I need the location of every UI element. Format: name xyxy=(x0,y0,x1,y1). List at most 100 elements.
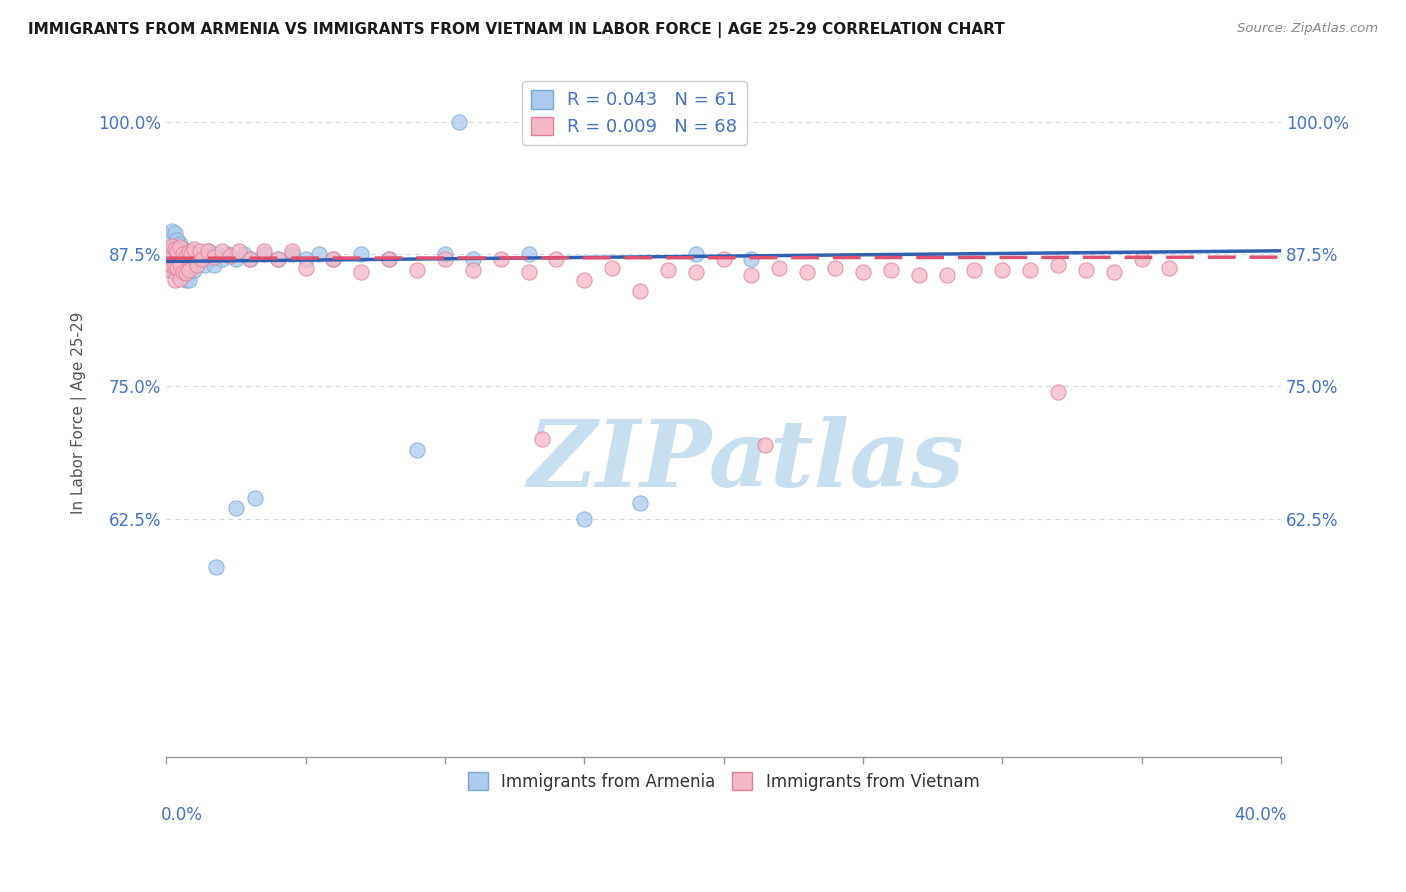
Point xyxy=(225,252,247,267)
Point xyxy=(202,258,225,272)
Text: IMMIGRANTS FROM ARMENIA VS IMMIGRANTS FROM VIETNAM IN LABOR FORCE | AGE 25-29 CO: IMMIGRANTS FROM ARMENIA VS IMMIGRANTS FR… xyxy=(28,22,1005,38)
Point xyxy=(267,252,290,267)
Point xyxy=(169,272,191,286)
Point xyxy=(163,226,186,240)
Point xyxy=(191,252,214,267)
Text: 0.0%: 0.0% xyxy=(160,805,202,823)
Point xyxy=(1159,260,1181,275)
Point xyxy=(461,263,484,277)
Point xyxy=(205,247,228,261)
Point xyxy=(1046,258,1069,272)
Point xyxy=(169,256,191,270)
Point xyxy=(163,242,186,256)
Point xyxy=(217,247,239,261)
Text: ZIPatlas: ZIPatlas xyxy=(527,417,965,506)
Point xyxy=(378,252,401,267)
Point xyxy=(935,268,957,283)
Point xyxy=(180,247,202,261)
Point xyxy=(489,252,512,267)
Point xyxy=(169,252,191,267)
Point xyxy=(197,244,219,258)
Point xyxy=(574,512,596,526)
Point xyxy=(546,252,568,267)
Point xyxy=(239,252,262,267)
Point xyxy=(172,265,194,279)
Point xyxy=(228,244,250,258)
Point xyxy=(180,244,202,258)
Point xyxy=(177,260,200,275)
Point xyxy=(685,265,707,279)
Point xyxy=(1046,384,1069,399)
Point xyxy=(174,266,197,280)
Point xyxy=(907,268,929,283)
Point xyxy=(188,254,211,268)
Point xyxy=(174,249,197,263)
Point xyxy=(628,496,651,510)
Point xyxy=(205,559,228,574)
Point xyxy=(157,229,180,244)
Point xyxy=(628,284,651,298)
Point xyxy=(1019,263,1042,277)
Point xyxy=(322,252,344,267)
Point xyxy=(172,242,194,256)
Point xyxy=(183,242,205,256)
Point xyxy=(280,247,302,261)
Point xyxy=(169,267,191,281)
Point xyxy=(1102,265,1125,279)
Point xyxy=(657,263,679,277)
Point xyxy=(177,263,200,277)
Point xyxy=(183,263,205,277)
Point xyxy=(253,244,276,258)
Point xyxy=(174,260,197,274)
Point xyxy=(294,252,316,267)
Point xyxy=(191,250,214,264)
Legend: Immigrants from Armenia, Immigrants from Vietnam: Immigrants from Armenia, Immigrants from… xyxy=(461,766,986,797)
Point xyxy=(160,258,183,272)
Point xyxy=(219,249,242,263)
Point xyxy=(157,263,180,277)
Point xyxy=(160,258,183,272)
Point xyxy=(177,244,200,259)
Point xyxy=(517,265,540,279)
Point xyxy=(531,433,554,447)
Point xyxy=(177,273,200,287)
Point xyxy=(433,247,456,261)
Point xyxy=(163,265,186,279)
Point xyxy=(172,258,194,272)
Point xyxy=(294,260,316,275)
Point xyxy=(166,233,188,247)
Point xyxy=(517,247,540,261)
Point xyxy=(406,443,429,458)
Point xyxy=(461,252,484,267)
Point xyxy=(211,252,233,267)
Point xyxy=(172,247,194,261)
Point xyxy=(253,247,276,261)
Point xyxy=(406,263,429,277)
Point xyxy=(180,260,202,274)
Point xyxy=(754,438,776,452)
Point xyxy=(574,273,596,287)
Point xyxy=(350,247,373,261)
Point xyxy=(163,273,186,287)
Point xyxy=(160,242,183,256)
Y-axis label: In Labor Force | Age 25-29: In Labor Force | Age 25-29 xyxy=(72,312,87,514)
Point xyxy=(740,252,762,267)
Point xyxy=(280,244,302,258)
Point xyxy=(163,238,186,252)
Point xyxy=(183,247,205,261)
Point xyxy=(160,224,183,238)
Point xyxy=(157,244,180,258)
Point xyxy=(186,252,208,267)
Point xyxy=(963,263,986,277)
Point xyxy=(852,265,875,279)
Point xyxy=(1130,252,1153,267)
Point xyxy=(1326,114,1348,128)
Point xyxy=(233,247,256,261)
Point xyxy=(197,244,219,258)
Point xyxy=(768,260,790,275)
Point xyxy=(166,265,188,279)
Point xyxy=(194,258,217,272)
Point xyxy=(169,239,191,253)
Point xyxy=(163,252,186,267)
Point xyxy=(188,244,211,258)
